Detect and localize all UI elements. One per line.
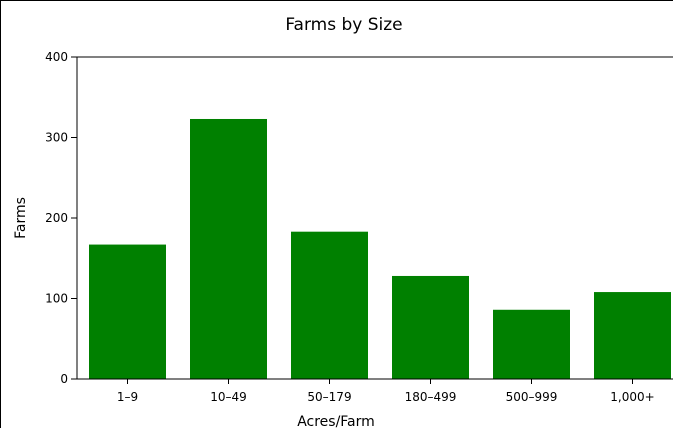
- y-tick-label: 100: [45, 292, 68, 306]
- x-tick-label: 10–49: [210, 390, 247, 404]
- bar: [291, 231, 368, 379]
- x-tick-label: 1,000+: [610, 390, 654, 404]
- x-axis-title: Acres/Farm: [297, 414, 375, 428]
- y-tick-label: 300: [45, 131, 68, 145]
- bar: [594, 292, 671, 379]
- x-tick-label: 180–499: [405, 390, 457, 404]
- y-tick-label: 0: [60, 372, 68, 386]
- bar: [190, 118, 267, 380]
- bar: [493, 309, 570, 379]
- bar: [89, 244, 166, 379]
- plot-area: 0 100 200 300 400 1–9 10–49 50–179 180–499 500–99…: [45, 50, 673, 404]
- bar: [392, 275, 469, 379]
- y-tick-label: 200: [45, 211, 68, 225]
- x-tick-label: 500–999: [506, 390, 558, 404]
- y-tick-label: 400: [45, 50, 68, 64]
- x-tick-label: 1–9: [117, 390, 138, 404]
- x-tick-label: 50–179: [307, 390, 351, 404]
- chart-title: Farms by Size: [285, 15, 402, 35]
- y-axis-title: Farms: [13, 197, 29, 239]
